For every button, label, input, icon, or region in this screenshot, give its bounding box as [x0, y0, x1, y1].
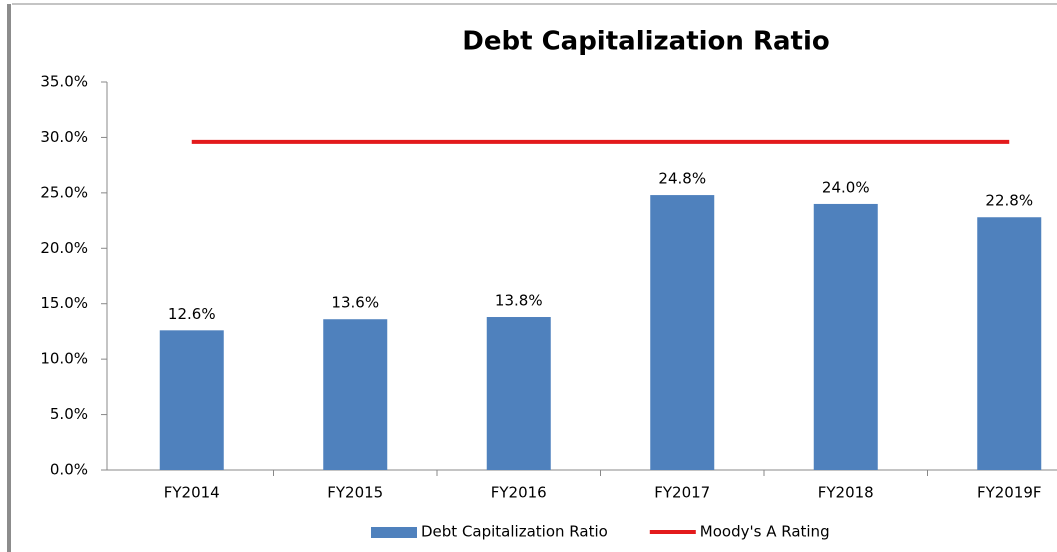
legend-label: Debt Capitalization Ratio: [421, 523, 608, 541]
y-tick-label: 15.0%: [40, 294, 88, 312]
y-tick-label: 20.0%: [40, 239, 88, 257]
legend-swatch: [371, 527, 417, 538]
y-tick-label: 10.0%: [40, 350, 88, 368]
y-tick-label: 5.0%: [50, 405, 88, 423]
data-label: 24.0%: [822, 178, 870, 196]
data-label: 22.8%: [985, 192, 1033, 210]
x-tick-label: FY2015: [327, 484, 383, 502]
bar: [813, 203, 878, 470]
x-tick-label: FY2019F: [977, 484, 1042, 502]
x-tick-label: FY2014: [164, 484, 220, 502]
data-label: 24.8%: [658, 170, 706, 188]
bar: [486, 317, 551, 470]
chart-title: Debt Capitalization Ratio: [462, 27, 829, 57]
data-label: 12.6%: [168, 305, 216, 323]
y-tick-label: 0.0%: [50, 461, 88, 479]
bar: [323, 319, 388, 470]
legend-label: Moody's A Rating: [700, 523, 830, 541]
x-tick-label: FY2016: [491, 484, 547, 502]
bar: [159, 330, 224, 470]
frame-left: [7, 4, 11, 552]
bar: [977, 217, 1042, 470]
x-tick-label: FY2017: [654, 484, 710, 502]
y-tick-label: 35.0%: [40, 73, 88, 91]
data-label: 13.6%: [331, 294, 379, 312]
x-tick-label: FY2018: [818, 484, 874, 502]
y-tick-label: 25.0%: [40, 183, 88, 201]
bar: [650, 195, 715, 470]
y-tick-label: 30.0%: [40, 128, 88, 146]
data-label: 13.8%: [495, 292, 543, 310]
